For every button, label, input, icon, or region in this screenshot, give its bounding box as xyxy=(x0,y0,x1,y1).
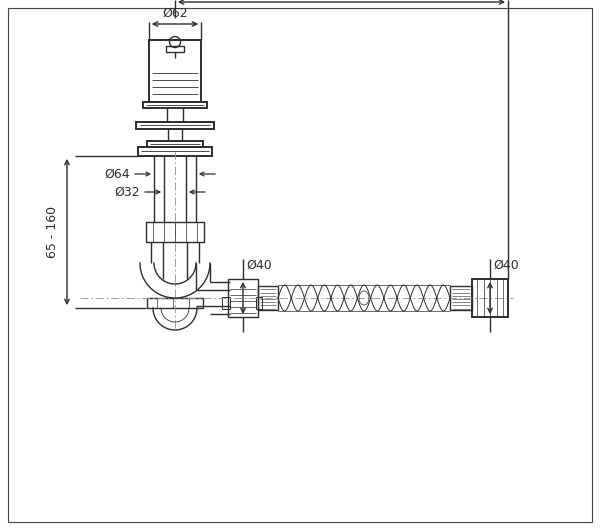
Bar xyxy=(228,279,258,317)
Text: Ø64: Ø64 xyxy=(104,167,130,181)
Bar xyxy=(138,147,212,156)
Bar xyxy=(450,286,472,310)
Text: Ø32: Ø32 xyxy=(115,186,140,199)
Bar xyxy=(147,141,203,147)
Text: Ø40: Ø40 xyxy=(493,259,519,272)
Bar xyxy=(222,297,230,309)
Bar xyxy=(149,40,201,102)
Text: Ø62: Ø62 xyxy=(162,7,188,20)
Bar xyxy=(136,122,214,129)
Bar xyxy=(166,46,184,52)
Text: Ø40: Ø40 xyxy=(246,259,272,272)
Bar xyxy=(143,102,207,108)
Bar xyxy=(256,297,262,309)
Text: 65 - 160: 65 - 160 xyxy=(47,206,59,258)
Bar xyxy=(258,286,278,310)
Bar xyxy=(146,222,204,242)
Bar xyxy=(472,279,508,317)
Bar xyxy=(147,298,203,308)
